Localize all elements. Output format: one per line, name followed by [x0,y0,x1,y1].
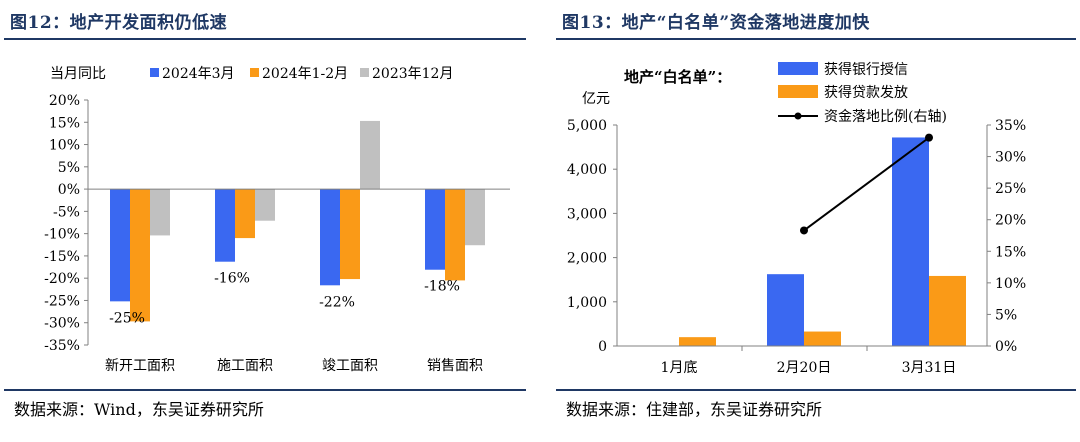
right-y-tick-label: 35% [995,118,1026,134]
bar-3月31日-获得贷款发放 [929,275,966,346]
legend-swatch-1 [250,68,259,77]
y-tick-label: 0% [58,182,80,198]
left-title-rule [4,38,526,40]
y-tick-label: -5% [53,204,80,220]
right-y-tick-label: 5% [995,307,1017,323]
bar-销售面积-2024年3月 [425,189,445,270]
left-y-tick-label: 2,000 [567,251,607,267]
y-tick-label: 15% [49,115,80,131]
right-y-tick-label: 10% [995,276,1026,292]
bar-3月31日-获得银行授信 [892,137,929,346]
data-label: -25% [109,310,145,326]
legend-label-loan: 获得贷款发放 [824,84,908,101]
bar-2月20日-获得贷款发放 [804,331,841,346]
right-y-tick-label: 0% [995,339,1017,355]
left-source-note: 数据来源：Wind，东吴证券研究所 [14,400,264,419]
x-category-label: 施工面积 [217,358,273,374]
legend-marker-ratio [794,112,802,120]
x-category-label: 销售面积 [427,358,483,374]
y-tick-label: -35% [44,338,80,354]
left-y-tick-label: 5,000 [567,118,607,134]
bar-施工面积-2023年12月 [255,189,275,221]
data-label: -18% [424,279,460,295]
bar-施工面积-2024年1-2月 [235,189,255,239]
left-bar-chart: 当月同比 2024年3月 2024年1-2月 2023年12月 20% 15% 10% 5% 0… [44,66,510,374]
y-tick-label: -15% [44,249,80,265]
bar-竣工面积-2023年12月 [360,120,380,190]
x-category-label: 新开工面积 [105,358,175,374]
right-y-tick-label: 30% [995,150,1026,166]
left-y-tick-label: 1,000 [567,295,607,311]
legend-swatch-2 [360,68,369,77]
left-figure-panel: 图12：地产开发面积仍低速 当月同比 2024年3月 2024年1-2月 2023年1… [0,0,530,442]
y-tick-label: 10% [49,138,80,154]
left-y-tick-label: 3,000 [567,206,607,222]
right-source-note: 数据来源：住建部，东吴证券研究所 [566,400,823,419]
bar-销售面积-2023年12月 [465,189,485,246]
legend-label-0: 2024年3月 [162,66,235,82]
bar-竣工面积-2024年3月 [320,189,340,286]
data-label: -22% [319,294,355,310]
inset-label: 地产“白名单”： [624,68,731,86]
y-tick-label: 5% [58,160,80,176]
x-category-label: 竣工面积 [322,358,378,374]
legend-label-1: 2024年1-2月 [262,66,348,82]
legend-label-credit: 获得银行授信 [824,61,908,78]
ratio-line [803,136,930,232]
right-source-rule [556,389,1076,391]
ratio-point [800,226,808,235]
right-y-tick-label: 20% [995,213,1026,229]
bar-新开工面积-2024年3月 [110,189,130,302]
y-axis-title: 当月同比 [50,66,106,82]
x-category-label: 2月20日 [777,360,832,376]
left-y-tick-label: 0 [598,339,607,355]
ratio-point [925,133,933,142]
right-y-tick-label: 25% [995,181,1026,197]
y-tick-label: -20% [44,271,80,287]
legend-swatch-credit [778,62,818,75]
right-figure-title: 图13：地产“白名单”资金落地进度加快 [562,13,870,33]
left-axis-unit: 亿元 [582,91,610,107]
y-tick-label: -10% [44,227,80,243]
data-label: -16% [214,271,250,287]
legend-label-ratio: 资金落地比例(右轴) [824,109,947,125]
y-tick-label: -30% [44,316,80,332]
bar-竣工面积-2024年1-2月 [340,189,360,280]
bar-销售面积-2024年1-2月 [445,189,465,281]
legend-label-2: 2023年12月 [372,66,453,82]
legend-swatch-loan [778,85,818,98]
y-tick-label: 20% [49,93,80,109]
bar-1月底-获得贷款发放 [679,337,716,346]
right-y-tick-label: 15% [995,244,1026,260]
legend-swatch-0 [150,68,159,77]
left-source-rule [4,389,526,391]
bar-2月20日-获得银行授信 [767,274,804,346]
bar-施工面积-2024年3月 [215,189,235,262]
left-figure-title: 图12：地产开发面积仍低速 [10,13,228,33]
y-tick-label: -25% [44,293,80,309]
right-title-rule [556,38,1076,40]
bar-新开工面积-2023年12月 [150,189,170,236]
left-y-tick-label: 4,000 [567,162,607,178]
x-category-label: 1月底 [661,360,698,376]
right-figure-panel: 图13：地产“白名单”资金落地进度加快 地产“白名单”： 亿元 获得银行授信 获得贷款… [552,0,1080,442]
bar-新开工面积-2024年1-2月 [130,189,150,322]
x-category-label: 3月31日 [902,360,957,376]
